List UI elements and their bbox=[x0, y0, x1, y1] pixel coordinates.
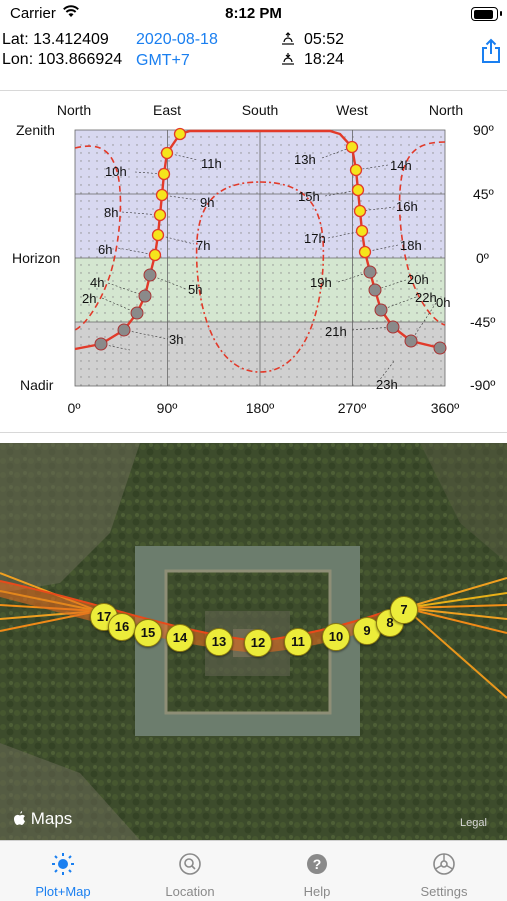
legal-link[interactable]: Legal bbox=[460, 817, 487, 829]
hour-label-20h: 20h bbox=[407, 272, 429, 287]
map-hour-marker: 14 bbox=[166, 624, 194, 652]
hour-label-19h: 19h bbox=[310, 275, 332, 290]
carrier-label: Carrier bbox=[10, 5, 56, 22]
map-hour-marker: 15 bbox=[134, 619, 162, 647]
help-icon: ? bbox=[307, 854, 327, 874]
header-divider bbox=[0, 90, 507, 91]
bottom-label-360: 360º bbox=[431, 400, 459, 416]
hour-label-18h: 18h bbox=[400, 238, 422, 253]
bottom-label-180: 180º bbox=[246, 400, 274, 416]
tab-settings-label: Settings bbox=[420, 884, 468, 899]
apple-logo-icon bbox=[14, 811, 25, 825]
map-hour-marker: 16 bbox=[108, 613, 136, 641]
map-hour-marker: 12 bbox=[244, 629, 272, 657]
location-info: Lat: 13.412409 Lon: 103.866924 2020-08-1… bbox=[0, 28, 507, 90]
top-label-north-right: North bbox=[429, 102, 463, 118]
tab-location-label: Location bbox=[165, 884, 215, 899]
dashdot-path bbox=[195, 181, 325, 373]
hour-label-7h: 7h bbox=[196, 238, 210, 253]
top-label-east: East bbox=[153, 102, 181, 118]
bottom-label-90: 90º bbox=[157, 400, 178, 416]
map-hour-marker: 13 bbox=[205, 628, 233, 656]
top-label-west: West bbox=[336, 102, 368, 118]
hour-label-6h: 6h bbox=[98, 242, 112, 257]
satellite-map[interactable]: 17 16 15 14 13 12 11 10 9 8 7 Maps Legal bbox=[0, 443, 507, 840]
left-label-horizon: Horizon bbox=[12, 250, 60, 266]
tab-plot-map[interactable]: Plot+Map bbox=[0, 841, 126, 901]
right-label-minus45: -45º bbox=[470, 314, 495, 330]
timezone-button[interactable]: GMT+7 bbox=[136, 52, 190, 69]
hour-label-3h: 3h bbox=[169, 332, 183, 347]
hour-label-9h: 9h bbox=[200, 195, 214, 210]
map-hour-marker: 9 bbox=[353, 617, 381, 645]
top-label-north-left: North bbox=[57, 102, 91, 118]
hour-label-16h: 16h bbox=[396, 199, 418, 214]
map-hour-marker: 11 bbox=[284, 628, 312, 656]
hour-label-13h: 13h bbox=[294, 152, 316, 167]
tab-location[interactable]: Location bbox=[127, 841, 253, 901]
share-button[interactable] bbox=[480, 38, 502, 69]
hour-label-2h: 2h bbox=[82, 291, 96, 306]
right-label-minus90: -90º bbox=[470, 377, 495, 393]
sunrise-time: 05:52 bbox=[280, 31, 344, 51]
tab-plot-map-label: Plot+Map bbox=[35, 884, 91, 899]
battery-icon bbox=[471, 7, 502, 21]
sunrise-icon bbox=[282, 32, 294, 45]
status-time: 8:12 PM bbox=[225, 5, 282, 22]
sunset-icon bbox=[282, 53, 294, 65]
tab-help[interactable]: ? Help bbox=[254, 841, 380, 901]
latitude-label: Lat: 13.412409 bbox=[2, 31, 109, 48]
hour-label-0h: 0h bbox=[436, 295, 450, 310]
map-hour-marker: 7 bbox=[390, 596, 418, 624]
hour-label-8h: 8h bbox=[104, 205, 118, 220]
wifi-icon bbox=[62, 4, 80, 22]
left-label-nadir: Nadir bbox=[20, 377, 54, 393]
tab-settings[interactable]: Settings bbox=[381, 841, 507, 901]
dashed-path-right bbox=[398, 141, 446, 326]
battery-level bbox=[473, 9, 493, 19]
svg-text:?: ? bbox=[313, 856, 322, 872]
hour-label-14h: 14h bbox=[390, 158, 412, 173]
plot-divider bbox=[0, 432, 507, 433]
sunrise-value: 05:52 bbox=[304, 31, 345, 48]
maps-label: Maps bbox=[30, 809, 73, 828]
right-label-0: 0º bbox=[476, 250, 489, 266]
map-hour-marker: 10 bbox=[322, 623, 350, 651]
tab-help-label: Help bbox=[303, 884, 331, 899]
sun-icon bbox=[52, 853, 74, 875]
maps-attribution: Maps bbox=[12, 809, 72, 829]
hour-label-10h: 10h bbox=[105, 164, 127, 179]
date-button[interactable]: 2020-08-18 bbox=[136, 31, 218, 48]
hour-label-22h: 22h bbox=[415, 290, 437, 305]
dashed-path-left bbox=[74, 145, 122, 331]
hour-label-15h: 15h bbox=[298, 189, 320, 204]
right-label-90: 90º bbox=[473, 122, 494, 138]
hour-label-4h: 4h bbox=[90, 275, 104, 290]
top-label-south: South bbox=[242, 102, 279, 118]
longitude-label: Lon: 103.866924 bbox=[2, 51, 123, 68]
hour-label-21h: 21h bbox=[325, 324, 347, 339]
hour-label-23h: 23h bbox=[376, 377, 398, 392]
status-bar: Carrier 8:12 PM bbox=[0, 0, 507, 28]
left-label-zenith: Zenith bbox=[16, 122, 55, 138]
settings-icon bbox=[433, 853, 455, 875]
sunset-value: 18:24 bbox=[304, 51, 345, 68]
right-label-45: 45º bbox=[473, 186, 494, 202]
bottom-label-270: 270º bbox=[338, 400, 366, 416]
hour-label-5h: 5h bbox=[188, 282, 202, 297]
sun-path-line bbox=[74, 129, 441, 351]
tab-bar: Plot+Map Location ? Help Settings bbox=[0, 840, 507, 901]
share-icon bbox=[482, 38, 500, 63]
hour-label-11h: 11h bbox=[201, 156, 222, 171]
bottom-label-0: 0º bbox=[68, 400, 81, 416]
sunset-time: 18:24 bbox=[280, 51, 344, 71]
sun-path-plot[interactable]: North East South West North Zenith Horiz… bbox=[0, 92, 507, 432]
hour-label-17h: 17h bbox=[304, 231, 326, 246]
search-icon bbox=[179, 853, 201, 875]
